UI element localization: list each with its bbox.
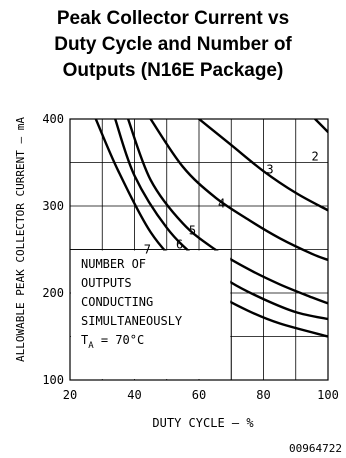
curve-label-7: 7 — [144, 243, 151, 257]
curve-label-4: 4 — [218, 196, 225, 210]
x-tick-label: 60 — [192, 388, 206, 402]
curve-label-6: 6 — [176, 237, 183, 251]
x-tick-label: 100 — [317, 388, 339, 402]
temp-symbol: T — [81, 333, 88, 347]
x-tick-label: 20 — [63, 388, 77, 402]
curve-label-3: 3 — [266, 162, 273, 176]
annotation-line: SIMULTANEOUSLY — [81, 314, 183, 328]
y-axis-label: ALLOWABLE PEAK COLLECTOR CURRENT – mA — [14, 117, 27, 362]
curve-label-2: 2 — [311, 149, 318, 163]
y-tick-label: 400 — [42, 112, 64, 126]
x-tick-label: 40 — [127, 388, 141, 402]
curve-outputs-2 — [315, 119, 328, 132]
y-tick-label: 200 — [42, 286, 64, 300]
y-tick-label: 300 — [42, 199, 64, 213]
x-axis-label: DUTY CYCLE – % — [152, 416, 254, 430]
x-tick-label: 80 — [256, 388, 270, 402]
annotation-line: NUMBER OF — [81, 257, 146, 271]
y-tick-label: 100 — [42, 373, 64, 387]
annotation-line: OUTPUTS — [81, 276, 132, 290]
annotation-line: CONDUCTING — [81, 295, 153, 309]
figure-number: 00964722 — [289, 442, 342, 455]
temp-value: = 70°C — [94, 333, 145, 347]
curve-label-5: 5 — [189, 223, 196, 237]
annotation-box: NUMBER OF OUTPUTS CONDUCTING SIMULTANEOU… — [70, 250, 231, 381]
